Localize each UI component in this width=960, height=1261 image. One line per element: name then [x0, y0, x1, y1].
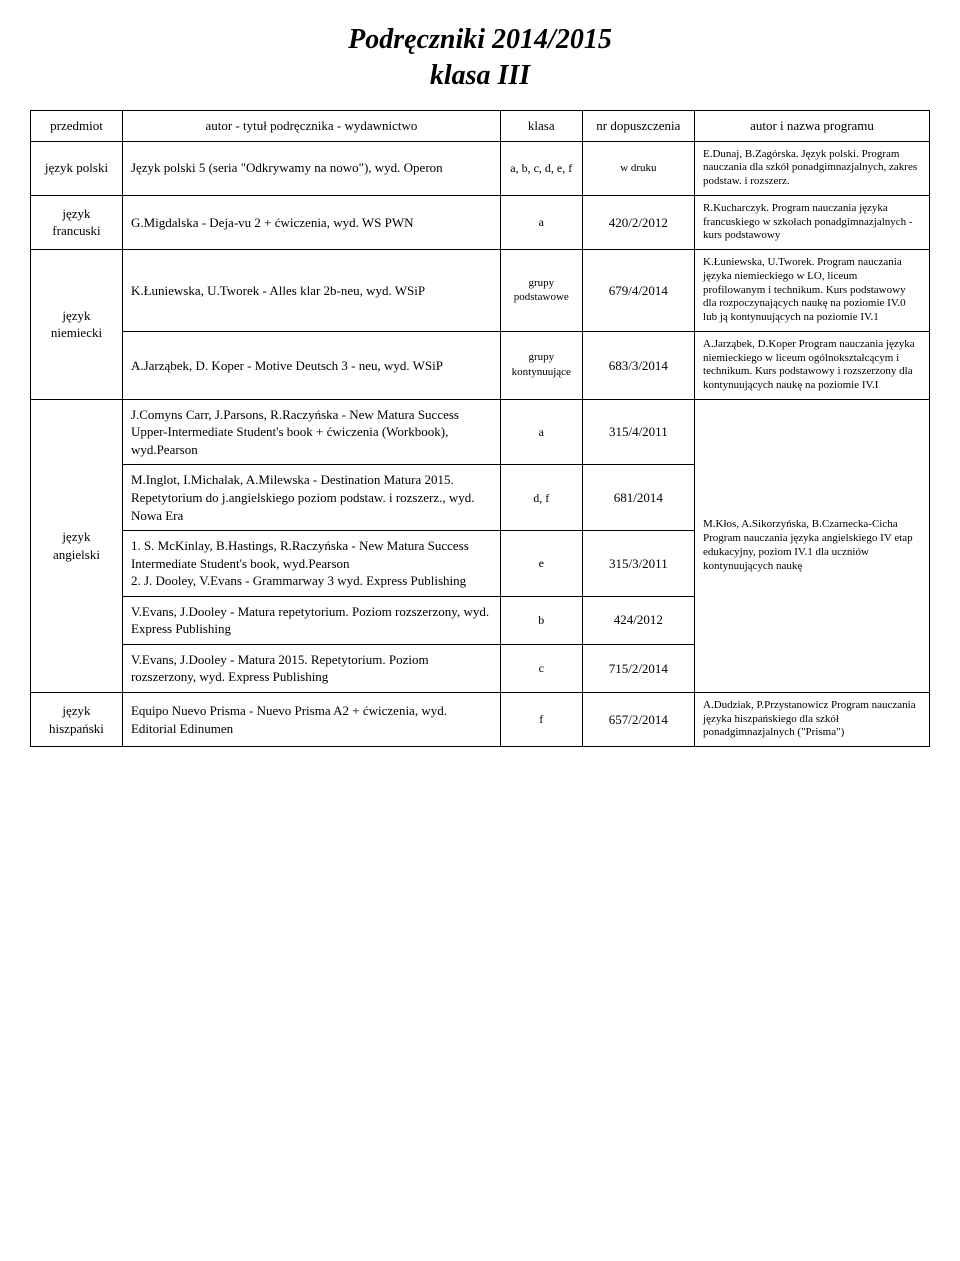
cell-num-angielski-1: 315/4/2011: [582, 399, 694, 465]
cell-author-francuski: G.Migdalska - Deja-vu 2 + ćwiczenia, wyd…: [122, 195, 500, 249]
header-class: klasa: [500, 111, 582, 142]
cell-num-niemiecki-1: 679/4/2014: [582, 250, 694, 332]
cell-class-polski: a, b, c, d, e, f: [500, 141, 582, 195]
cell-num-angielski-5: 715/2/2014: [582, 644, 694, 692]
table-row: język francuski G.Migdalska - Deja-vu 2 …: [31, 195, 930, 249]
header-subject: przedmiot: [31, 111, 123, 142]
table-row: A.Jarząbek, D. Koper - Motive Deutsch 3 …: [31, 331, 930, 399]
table-row: język angielski J.Comyns Carr, J.Parsons…: [31, 399, 930, 465]
cell-class-niemiecki-1: grupy podstawowe: [500, 250, 582, 332]
cell-subject-francuski: język francuski: [31, 195, 123, 249]
cell-num-angielski-3: 315/3/2011: [582, 531, 694, 597]
header-num: nr dopuszczenia: [582, 111, 694, 142]
cell-program-niemiecki-2: A.Jarząbek, D.Koper Program nauczania ję…: [695, 331, 930, 399]
cell-subject-niemiecki: język niemiecki: [31, 250, 123, 400]
cell-program-hiszpanski: A.Dudziak, P.Przystanowicz Program naucz…: [695, 692, 930, 746]
textbooks-table: przedmiot autor - tytuł podręcznika - wy…: [30, 110, 930, 747]
header-program: autor i nazwa programu: [695, 111, 930, 142]
table-row: język hiszpański Equipo Nuevo Prisma - N…: [31, 692, 930, 746]
cell-author-angielski-1: J.Comyns Carr, J.Parsons, R.Raczyńska - …: [122, 399, 500, 465]
cell-author-polski: Język polski 5 (seria "Odkrywamy na nowo…: [122, 141, 500, 195]
cell-author-niemiecki-2: A.Jarząbek, D. Koper - Motive Deutsch 3 …: [122, 331, 500, 399]
page-title-line2: klasa III: [30, 60, 930, 92]
header-author: autor - tytuł podręcznika - wydawnictwo: [122, 111, 500, 142]
cell-num-polski: w druku: [582, 141, 694, 195]
table-header-row: przedmiot autor - tytuł podręcznika - wy…: [31, 111, 930, 142]
cell-class-francuski: a: [500, 195, 582, 249]
cell-author-niemiecki-1: K.Łuniewska, U.Tworek - Alles klar 2b-ne…: [122, 250, 500, 332]
cell-program-angielski: M.Kłos, A.Sikorzyńska, B.Czarnecka-Cicha…: [695, 399, 930, 692]
page-title-line1: Podręczniki 2014/2015: [30, 24, 930, 56]
cell-class-niemiecki-2: grupy kontynuujące: [500, 331, 582, 399]
table-row: język polski Język polski 5 (seria "Odkr…: [31, 141, 930, 195]
cell-author-angielski-4: V.Evans, J.Dooley - Matura repetytorium.…: [122, 596, 500, 644]
cell-program-niemiecki-1: K.Łuniewska, U.Tworek. Program nauczania…: [695, 250, 930, 332]
cell-num-niemiecki-2: 683/3/2014: [582, 331, 694, 399]
cell-class-angielski-5: c: [500, 644, 582, 692]
cell-class-angielski-4: b: [500, 596, 582, 644]
cell-num-angielski-4: 424/2012: [582, 596, 694, 644]
cell-author-angielski-5: V.Evans, J.Dooley - Matura 2015. Repetyt…: [122, 644, 500, 692]
cell-num-francuski: 420/2/2012: [582, 195, 694, 249]
cell-author-angielski-3: 1. S. McKinlay, B.Hastings, R.Raczyńska …: [122, 531, 500, 597]
cell-program-polski: E.Dunaj, B.Zagórska. Język polski. Progr…: [695, 141, 930, 195]
cell-subject-polski: język polski: [31, 141, 123, 195]
cell-subject-hiszpanski: język hiszpański: [31, 692, 123, 746]
cell-class-hiszpanski: f: [500, 692, 582, 746]
cell-num-angielski-2: 681/2014: [582, 465, 694, 531]
cell-author-hiszpanski: Equipo Nuevo Prisma - Nuevo Prisma A2 + …: [122, 692, 500, 746]
cell-author-angielski-2: M.Inglot, I.Michalak, A.Milewska - Desti…: [122, 465, 500, 531]
cell-program-francuski: R.Kucharczyk. Program nauczania języka f…: [695, 195, 930, 249]
table-row: język niemiecki K.Łuniewska, U.Tworek - …: [31, 250, 930, 332]
cell-class-angielski-3: e: [500, 531, 582, 597]
cell-num-hiszpanski: 657/2/2014: [582, 692, 694, 746]
cell-subject-angielski: język angielski: [31, 399, 123, 692]
cell-class-angielski-2: d, f: [500, 465, 582, 531]
cell-class-angielski-1: a: [500, 399, 582, 465]
